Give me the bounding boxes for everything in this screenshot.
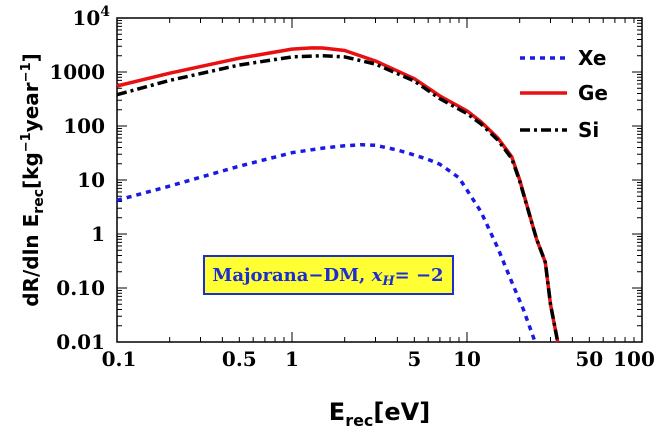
legend-label-si: Si bbox=[578, 118, 599, 142]
x-tick-label: 1 bbox=[285, 347, 299, 371]
x-tick-label: 100 bbox=[613, 347, 655, 371]
legend-label-ge: Ge bbox=[578, 81, 608, 105]
x-tick-label: 0.5 bbox=[222, 347, 257, 371]
y-tick-label: 0.01 bbox=[56, 330, 105, 354]
y-title-unit-open: [kg bbox=[19, 152, 43, 189]
annotation-box: Majorana−DM, xH= −2 bbox=[203, 255, 454, 295]
y-top-base: 10 bbox=[72, 6, 100, 30]
y-tick-label: 1 bbox=[91, 222, 105, 246]
legend-label-xe: Xe bbox=[578, 46, 606, 70]
annotation-var: x bbox=[371, 265, 383, 286]
y-tick-label: 1000 bbox=[49, 60, 105, 84]
x-tick-labels: 0.1 0.5 1 5 10 50 100 bbox=[102, 347, 655, 371]
legend: Xe Ge Si bbox=[520, 46, 608, 142]
y-tick-label: 100 bbox=[63, 114, 105, 138]
y-tick-label: 0.10 bbox=[56, 276, 105, 300]
y-tick-labels: 0.01 0.10 1 10 100 1000 104 bbox=[49, 4, 110, 354]
x-tick-label: 0.1 bbox=[102, 347, 137, 371]
series-layer bbox=[116, 46, 560, 343]
y-title-prefix: dR/dln E bbox=[19, 214, 43, 307]
y-axis-title: dR/dln Erec[kg−1year−1] bbox=[19, 53, 47, 307]
x-tick-label: 5 bbox=[407, 347, 421, 371]
y-title-sub: rec bbox=[31, 189, 47, 214]
y-title-unit-close: ] bbox=[19, 53, 43, 62]
annotation-background bbox=[203, 255, 454, 295]
annotation-rest: = −2 bbox=[395, 265, 444, 286]
x-tick-label: 50 bbox=[575, 347, 603, 371]
annotation-main: Majorana−DM, bbox=[212, 265, 371, 286]
x-title-unit: [eV] bbox=[373, 398, 430, 426]
annotation-text: Majorana−DM, xH= −2 bbox=[212, 265, 443, 289]
y-title-unit-mid: year bbox=[19, 82, 43, 132]
minor-ticks bbox=[117, 18, 642, 342]
y-title-exp1: −1 bbox=[19, 132, 34, 152]
annotation-var-sub: H bbox=[381, 274, 395, 289]
y-tick-label-top: 104 bbox=[72, 4, 110, 30]
y-tick-label: 10 bbox=[77, 168, 105, 192]
x-title-main: E bbox=[329, 398, 345, 426]
series-line-ge bbox=[116, 46, 560, 343]
y-top-exp: 4 bbox=[100, 4, 110, 20]
y-title-exp2: −1 bbox=[19, 62, 34, 82]
series-line-xe bbox=[116, 142, 537, 343]
series-line-si bbox=[116, 53, 560, 343]
x-tick-label: 10 bbox=[453, 347, 481, 371]
x-axis-title: Erec[eV] bbox=[329, 398, 430, 430]
x-title-sub: rec bbox=[345, 411, 373, 430]
major-ticks bbox=[116, 17, 643, 343]
